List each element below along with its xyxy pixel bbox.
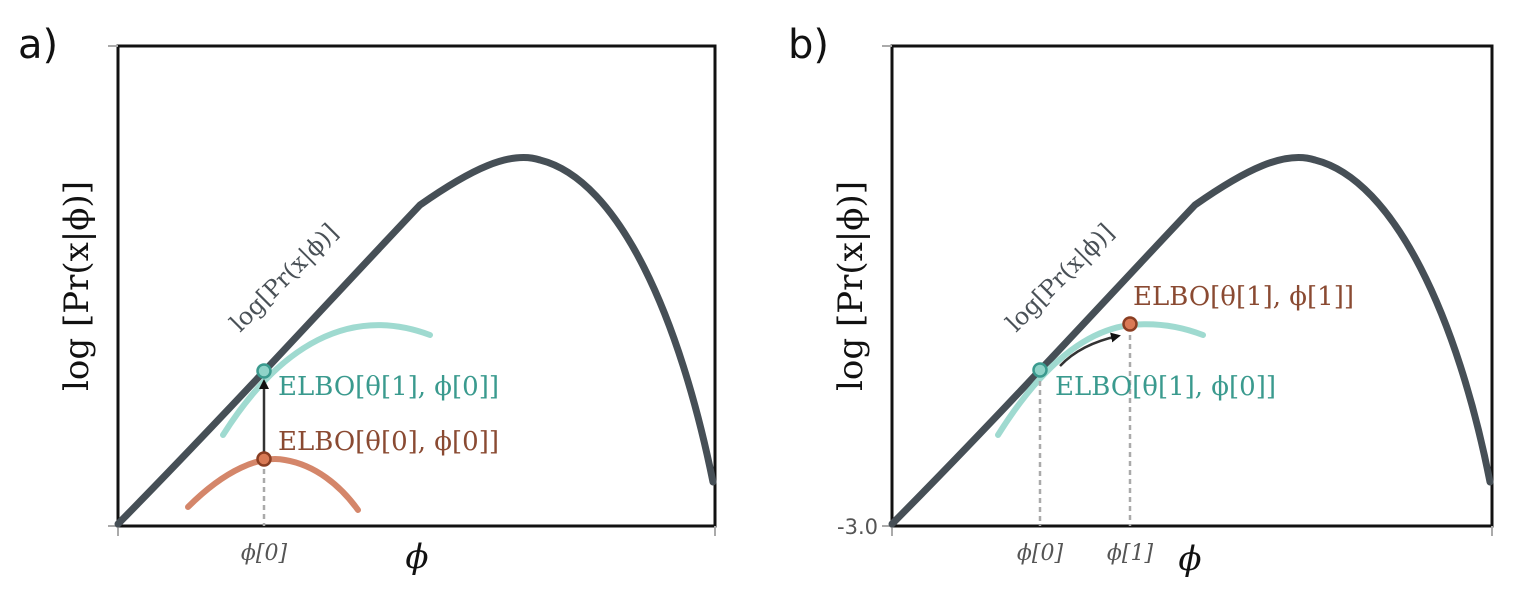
panel-b-x-axis-label: ϕ [1178, 539, 1201, 579]
panel-b-curve-label: log[Pr(x|ϕ)] [1000, 218, 1120, 338]
panel-a-x-tick-label-phi0: ϕ[0] [241, 541, 288, 566]
panel-b-point-brown [1122, 316, 1138, 332]
panel-b-elbo-label-2: ELBO[θ[1], ϕ[0]] [1055, 372, 1276, 402]
panel-b-elbo-curve-teal [995, 321, 1206, 438]
panel-a-y-axis-label: log [Pr(x|ϕ)] [57, 181, 97, 391]
panel-a-x-axis-label: ϕ [405, 537, 428, 577]
panel-a-elbo-curve-brown [185, 456, 361, 513]
panel-a-point-teal [256, 363, 272, 379]
panel-b-y-axis-label: log [Pr(x|ϕ)] [831, 181, 871, 391]
panel-b-update-arrow [1059, 332, 1121, 367]
panel-a: a) log [Pr(x|ϕ)] ϕ log[Pr(x|ϕ)] ELBO[θ[1… [18, 22, 717, 577]
panel-a-elbo-label-1: ELBO[θ[1], ϕ[0]] [278, 372, 499, 402]
panel-b-letter: b) [788, 22, 829, 68]
panel-a-frame [116, 44, 717, 528]
panel-a-curve-label: log[Pr(x|ϕ)] [224, 218, 344, 338]
panel-b-x-tick-label-phi0: ϕ[0] [1017, 541, 1064, 566]
panel-b-elbo-label-1: ELBO[θ[1], ϕ[1]] [1133, 282, 1354, 312]
panel-b-point-teal [1032, 362, 1048, 378]
panel-b: b) -3.0 log [Pr(x|ϕ)] ϕ log[Pr(x|ϕ)] ELB… [788, 22, 1494, 579]
panel-a-elbo-curve-teal [220, 322, 433, 438]
panel-a-letter: a) [18, 22, 58, 68]
panel-a-log-likelihood-curve [114, 153, 717, 528]
panel-a-elbo-label-2: ELBO[θ[0], ϕ[0]] [278, 427, 499, 457]
panel-b-log-likelihood-curve [888, 153, 1494, 528]
panel-a-point-brown [256, 451, 272, 467]
panel-b-frame [890, 44, 1494, 528]
panel-b-y-tick-label: -3.0 [837, 515, 878, 539]
panel-b-x-tick-label-phi1: ϕ[1] [1107, 541, 1154, 566]
